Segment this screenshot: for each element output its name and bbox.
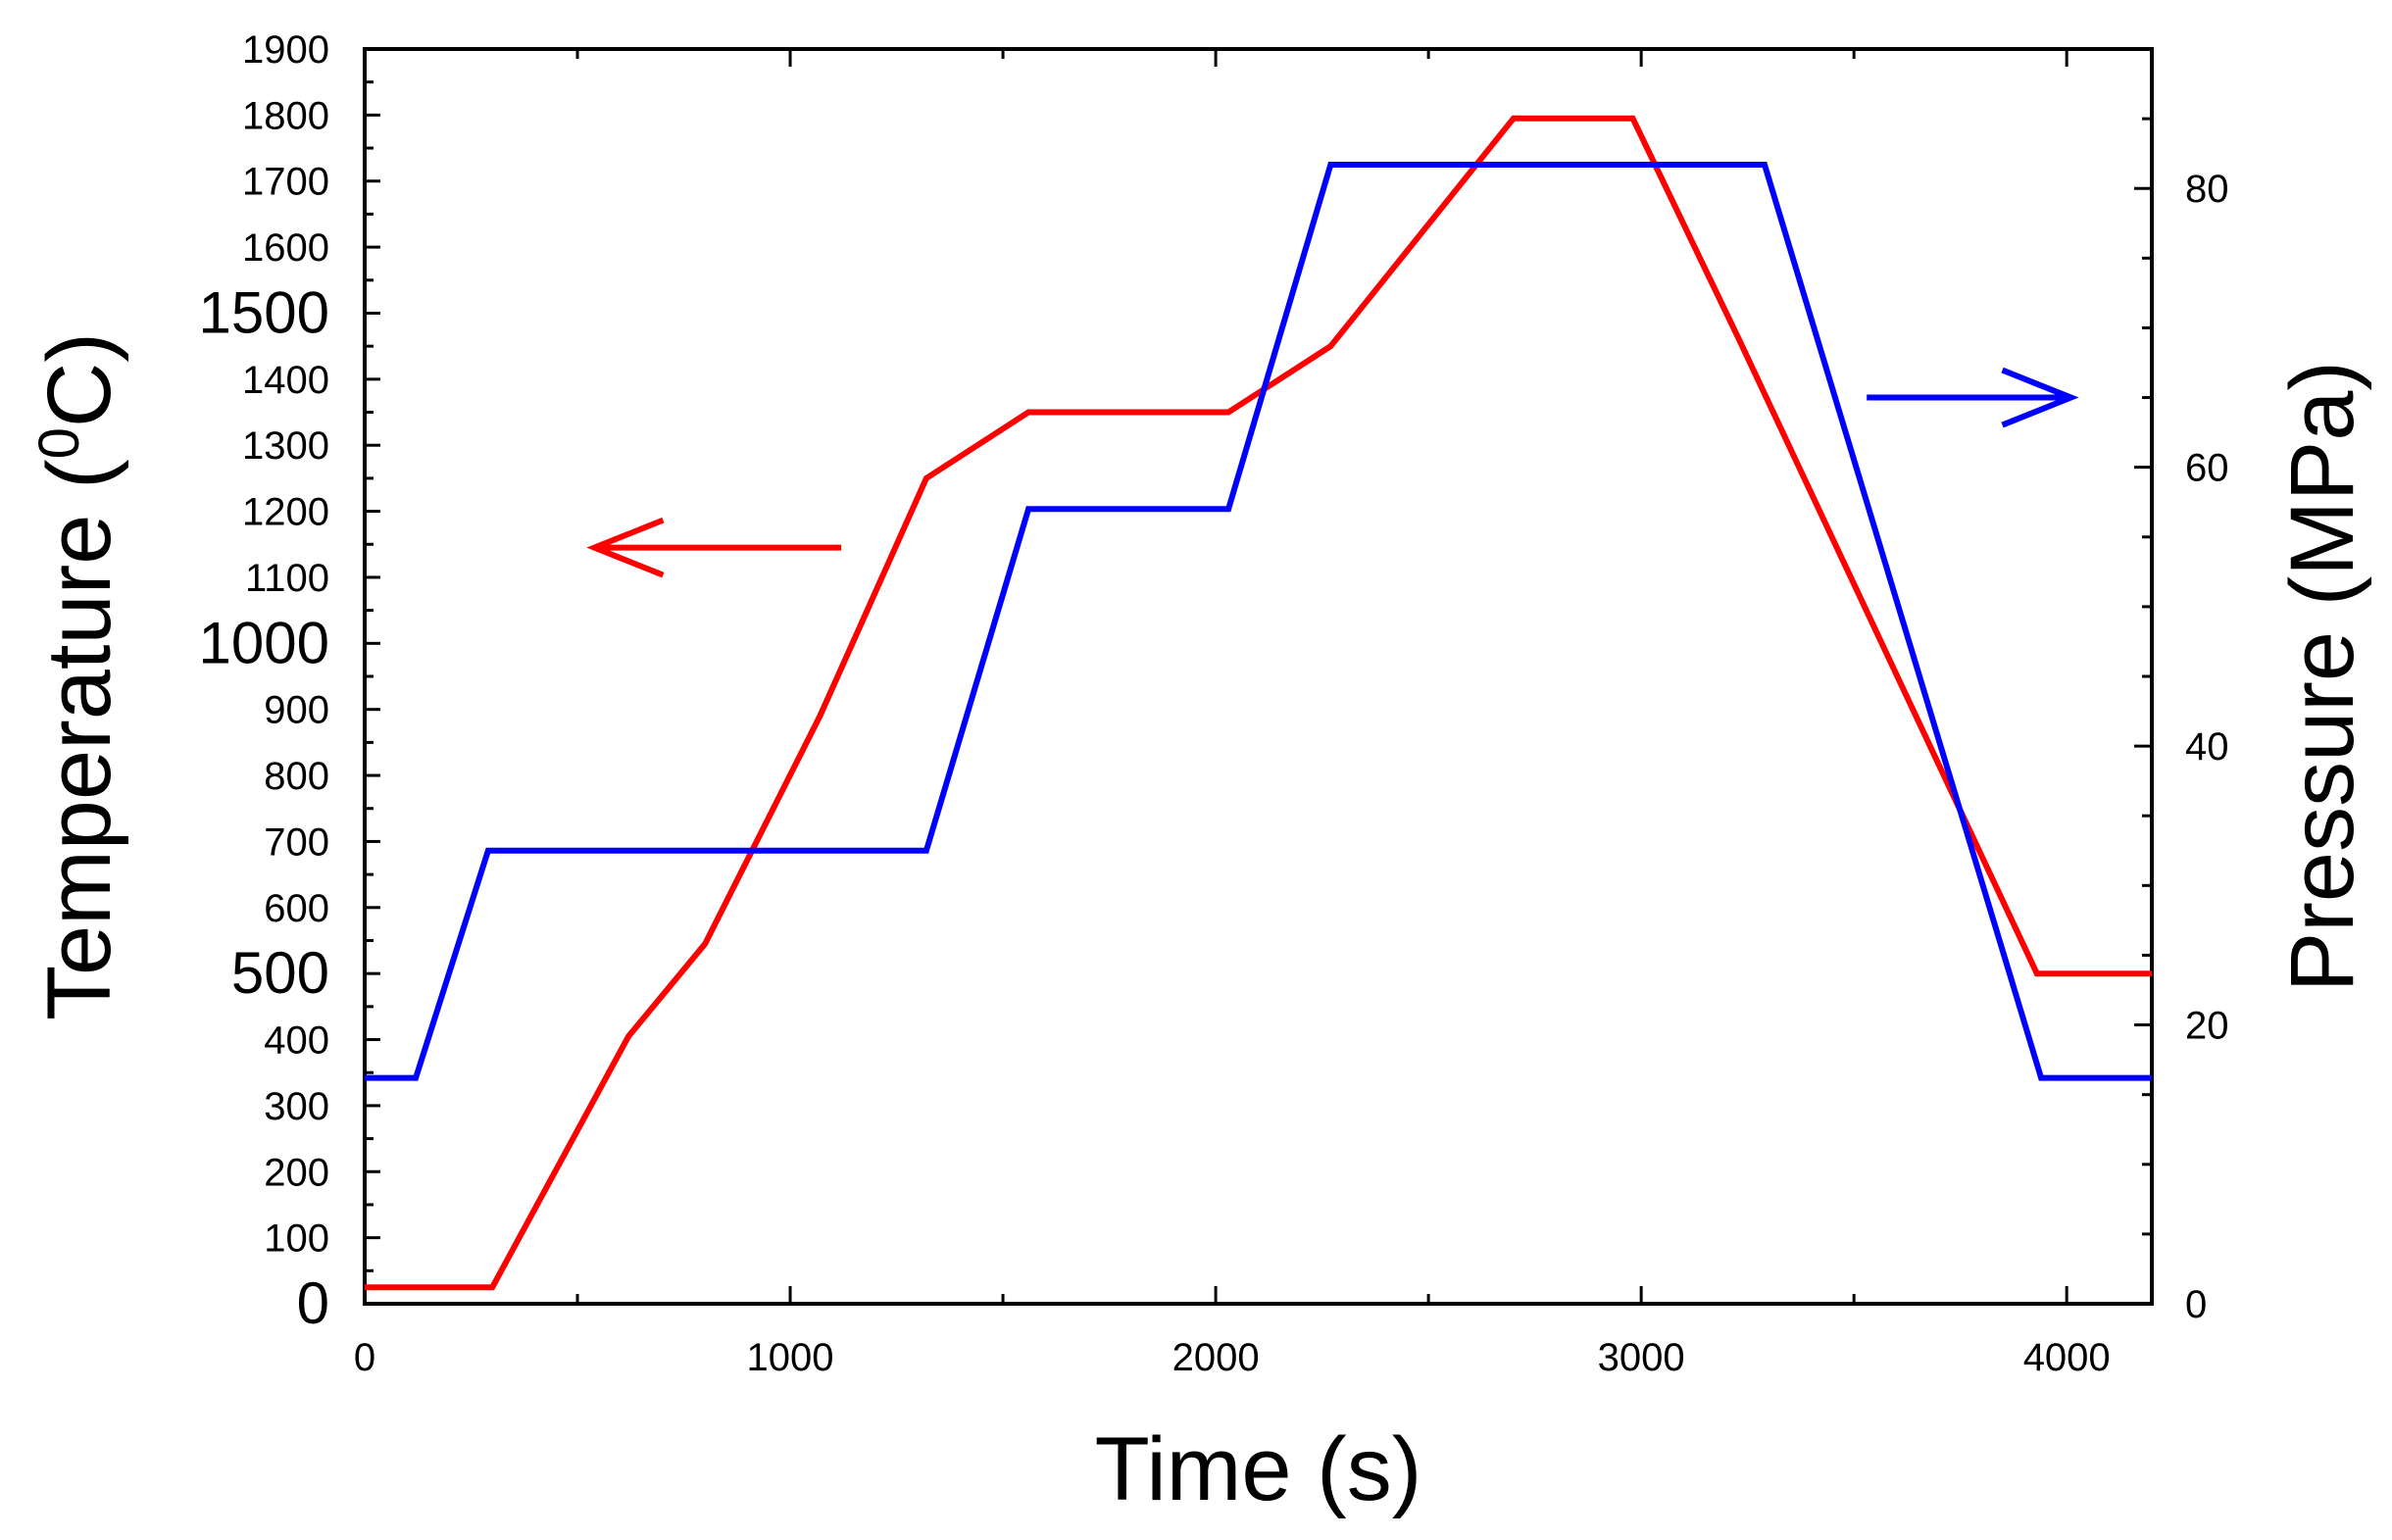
y-left-tick-label: 600 xyxy=(264,887,329,930)
y-left-tick-label: 1600 xyxy=(242,226,329,270)
x-tick-label: 1000 xyxy=(747,1336,834,1379)
x-tick-label: 3000 xyxy=(1598,1336,1685,1379)
x-tick-label: 0 xyxy=(354,1336,375,1379)
y-left-tick-label: 1700 xyxy=(242,161,329,204)
y-right-tick-label: 60 xyxy=(2185,447,2229,490)
y-left-title-main: Temperature ( xyxy=(29,459,129,1020)
y-right-tick-label: 0 xyxy=(2185,1283,2207,1326)
x-tick-label: 2000 xyxy=(1172,1336,1260,1379)
y-left-tick-label: 500 xyxy=(231,940,329,1006)
series-line-temperature xyxy=(365,115,2152,1291)
axis-arrow-left xyxy=(586,517,842,578)
x-axis-title: Time (s) xyxy=(1095,1419,1422,1519)
y-left-tick-label: 1400 xyxy=(242,359,329,402)
y-left-tick-label: 1000 xyxy=(199,610,329,675)
arrow-head xyxy=(2001,367,2079,428)
y-left-tick-label: 800 xyxy=(264,755,329,798)
axis-arrow-right xyxy=(1867,367,2079,428)
y-left-title-superscript: 0 xyxy=(27,427,91,459)
y-right-tick-label: 40 xyxy=(2185,725,2229,769)
annotations xyxy=(586,367,2079,578)
y-left-tick-label: 400 xyxy=(264,1019,329,1063)
plot-area xyxy=(363,47,2154,1306)
y-left-tick-label: 1100 xyxy=(245,557,329,600)
y-left-tick-label: 300 xyxy=(264,1085,329,1128)
y-right-tick-label: 80 xyxy=(2185,168,2229,211)
plot-frame xyxy=(363,47,2154,1306)
y-left-tick-label: 700 xyxy=(264,820,329,864)
y-left-tick-label: 100 xyxy=(264,1217,329,1261)
y-left-tick-label: 1500 xyxy=(199,279,329,345)
y-left-tick-label: 200 xyxy=(264,1151,329,1194)
y-right-tick-label: 20 xyxy=(2185,1005,2229,1048)
tick-labels: 0 1000 2000 3000 400001002003004005006007008… xyxy=(199,28,2229,1379)
series-lines xyxy=(365,115,2152,1291)
y-left-tick-label: 1200 xyxy=(242,491,329,534)
series-line-pressure xyxy=(365,162,2152,1081)
y-left-title-unit: C) xyxy=(29,332,129,427)
y-left-tick-label: 900 xyxy=(264,689,329,732)
y-left-axis-title: Temperature (0C) xyxy=(27,332,130,1020)
y-left-tick-label: 1800 xyxy=(242,94,329,137)
y-left-tick-label: 1900 xyxy=(242,28,329,72)
x-tick-label: 4000 xyxy=(2023,1336,2111,1379)
y-right-axis-title: Pressure (MPa) xyxy=(2272,361,2372,992)
arrow-head xyxy=(586,517,665,578)
axes-ticks xyxy=(363,47,2152,1306)
y-left-tick-label: 0 xyxy=(297,1270,329,1336)
y-left-tick-label: 1300 xyxy=(242,424,329,468)
